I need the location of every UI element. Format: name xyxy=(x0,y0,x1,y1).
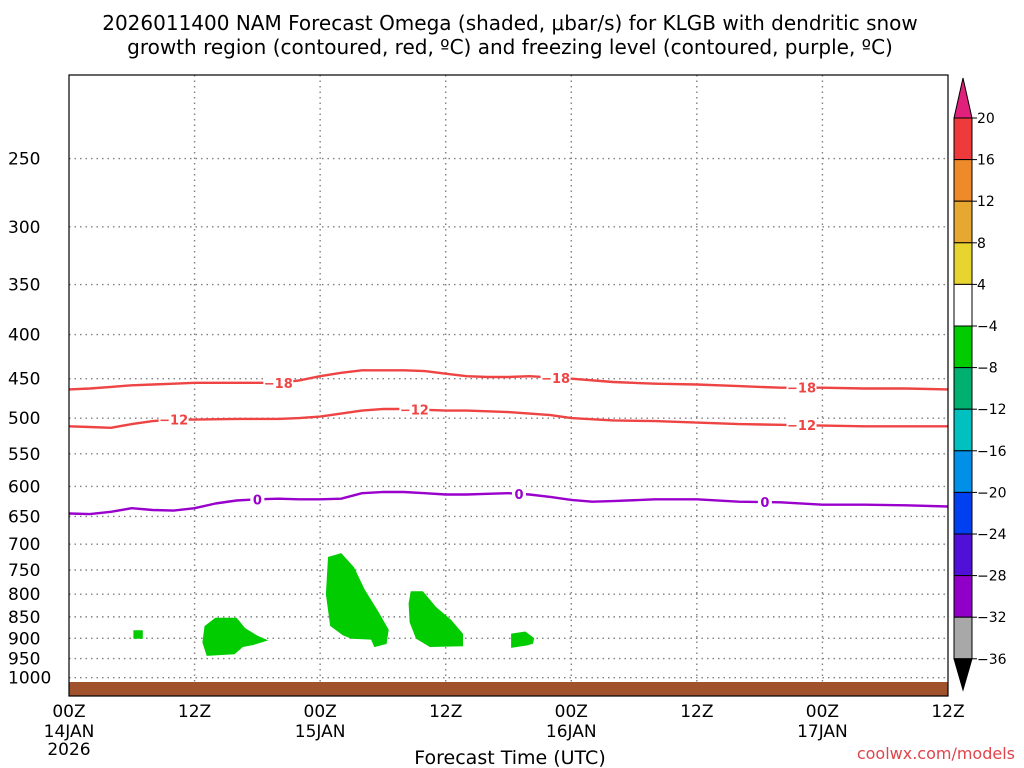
colorbar-swatch-12 xyxy=(953,616,973,660)
y-tick-label-650: 650 xyxy=(8,507,40,527)
dgz-minus12-label-2: −12 xyxy=(787,419,816,434)
y-axis: 2503003504004505005506006507007508008509… xyxy=(8,150,51,689)
x-year-label-0: 2026 xyxy=(47,740,90,760)
colorbar-swatch-8 xyxy=(953,450,973,493)
dgz-minus18-label-bg-0 xyxy=(263,374,294,391)
grid-lines xyxy=(69,75,948,696)
freezing-level-label-bg-1 xyxy=(511,485,526,502)
x-date-label-6: 17JAN xyxy=(797,722,848,742)
chart-title-line2: growth region (contoured, red, ºC) and f… xyxy=(127,35,893,59)
y-tick-label-700: 700 xyxy=(8,535,40,555)
freezing-level-label-1: 0 xyxy=(514,488,523,503)
y-tick-label-900: 900 xyxy=(8,629,40,649)
x-tick-label-2: 00Z xyxy=(304,702,337,722)
colorbar-label-3: 8 xyxy=(977,236,986,252)
y-tick-label-450: 450 xyxy=(8,370,40,390)
dgz-minus12-label-1: −12 xyxy=(400,403,429,418)
x-tick-label-5: 12Z xyxy=(680,702,713,722)
y-tick-label-1000: 1000 xyxy=(8,669,51,689)
dgz-minus18-line xyxy=(68,369,949,391)
colorbar-label-2: 12 xyxy=(977,194,995,210)
colorbar: 20 16 12 8 4 −4 −8 −12 −16 −20 −24 −28 −32 −36 xyxy=(953,77,1007,692)
x-date-label-4: 16JAN xyxy=(546,722,597,742)
y-tick-label-400: 400 xyxy=(8,326,40,346)
colorbar-swatch-1 xyxy=(953,159,973,202)
dgz-minus18-label-bg-1 xyxy=(540,369,571,386)
colorbar-swatch-0 xyxy=(953,117,973,161)
freezing-level-line xyxy=(68,490,949,516)
x-tick-label-0: 00Z xyxy=(52,702,85,722)
y-tick-label-300: 300 xyxy=(8,218,40,238)
terrain-strip xyxy=(69,682,948,696)
omega-shading xyxy=(133,553,535,656)
x-axis-label: Forecast Time (UTC) xyxy=(414,747,605,768)
x-tick-label-6: 00Z xyxy=(806,702,839,722)
dgz-minus18-label-bg-2 xyxy=(786,379,817,396)
dgz-minus12-label-0: −12 xyxy=(159,414,188,429)
dgz-minus12-label-bg-0 xyxy=(158,411,189,428)
colorbar-label-6: −8 xyxy=(977,361,998,377)
omega-blob-e xyxy=(511,631,535,648)
freezing-level-label-bg-2 xyxy=(757,494,772,511)
x-tick-label-7: 12Z xyxy=(931,702,964,722)
colorbar-label-0: 20 xyxy=(977,111,995,127)
colorbar-swatch-9 xyxy=(953,491,973,535)
y-tick-label-550: 550 xyxy=(8,445,40,465)
colorbar-label-1: 16 xyxy=(977,153,995,169)
y-tick-label-950: 950 xyxy=(8,650,40,670)
dgz-minus18-label-1: −18 xyxy=(541,372,570,387)
colorbar-bottom-arrow xyxy=(953,658,973,692)
colorbar-label-4: 4 xyxy=(977,277,986,293)
freezing-level-label-2: 0 xyxy=(760,496,769,511)
contour-lines: −18 −18 −18 −12 −12 −12 0 0 0 xyxy=(68,369,949,516)
x-tick-label-1: 12Z xyxy=(178,702,211,722)
colorbar-label-8: −16 xyxy=(977,444,1007,460)
y-tick-label-250: 250 xyxy=(8,150,40,170)
x-tick-label-3: 12Z xyxy=(429,702,462,722)
colorbar-top-arrow xyxy=(953,77,973,119)
colorbar-label-9: −20 xyxy=(977,485,1007,501)
x-date-label-0: 14JAN xyxy=(44,722,95,742)
colorbar-label-13: −36 xyxy=(977,652,1007,668)
x-date-label-2: 15JAN xyxy=(295,722,346,742)
omega-blob-d xyxy=(408,591,463,648)
colorbar-swatch-2 xyxy=(953,200,973,244)
terrain-layer xyxy=(69,682,948,696)
x-tick-label-4: 00Z xyxy=(555,702,588,722)
colorbar-swatch-4 xyxy=(953,283,973,327)
colorbar-swatch-5 xyxy=(953,325,973,369)
colorbar-swatch-10 xyxy=(953,533,973,577)
credit-text: coolwx.com/models xyxy=(857,744,1015,763)
colorbar-swatch-11 xyxy=(953,575,973,618)
colorbar-label-10: −24 xyxy=(977,527,1007,543)
colorbar-label-5: −4 xyxy=(977,319,998,335)
freezing-level-label-0: 0 xyxy=(253,493,262,508)
y-tick-label-800: 800 xyxy=(8,585,40,605)
colorbar-swatch-6 xyxy=(953,367,973,410)
colorbar-swatch-7 xyxy=(953,408,973,452)
dgz-minus18-label-0: −18 xyxy=(264,377,293,392)
chart-title-line1: 2026011400 NAM Forecast Omega (shaded, μ… xyxy=(102,11,918,35)
freezing-level-label-bg-0 xyxy=(250,491,265,508)
dgz-minus12-label-bg-2 xyxy=(786,417,817,434)
dgz-minus18-label-2: −18 xyxy=(787,382,816,397)
y-tick-label-350: 350 xyxy=(8,276,40,296)
plot-frame xyxy=(68,74,949,697)
y-tick-label-600: 600 xyxy=(8,477,40,497)
colorbar-swatch-3 xyxy=(953,242,973,285)
omega-blob-c xyxy=(325,553,389,648)
colorbar-label-7: −12 xyxy=(977,402,1007,418)
omega-blob-a xyxy=(133,630,143,639)
colorbar-label-11: −28 xyxy=(977,569,1007,585)
omega-blob-b xyxy=(202,617,269,656)
y-tick-label-750: 750 xyxy=(8,561,40,581)
dgz-minus12-label-bg-1 xyxy=(399,401,430,418)
y-tick-label-850: 850 xyxy=(8,608,40,628)
y-tick-label-500: 500 xyxy=(8,409,40,429)
colorbar-label-12: −32 xyxy=(977,610,1007,626)
